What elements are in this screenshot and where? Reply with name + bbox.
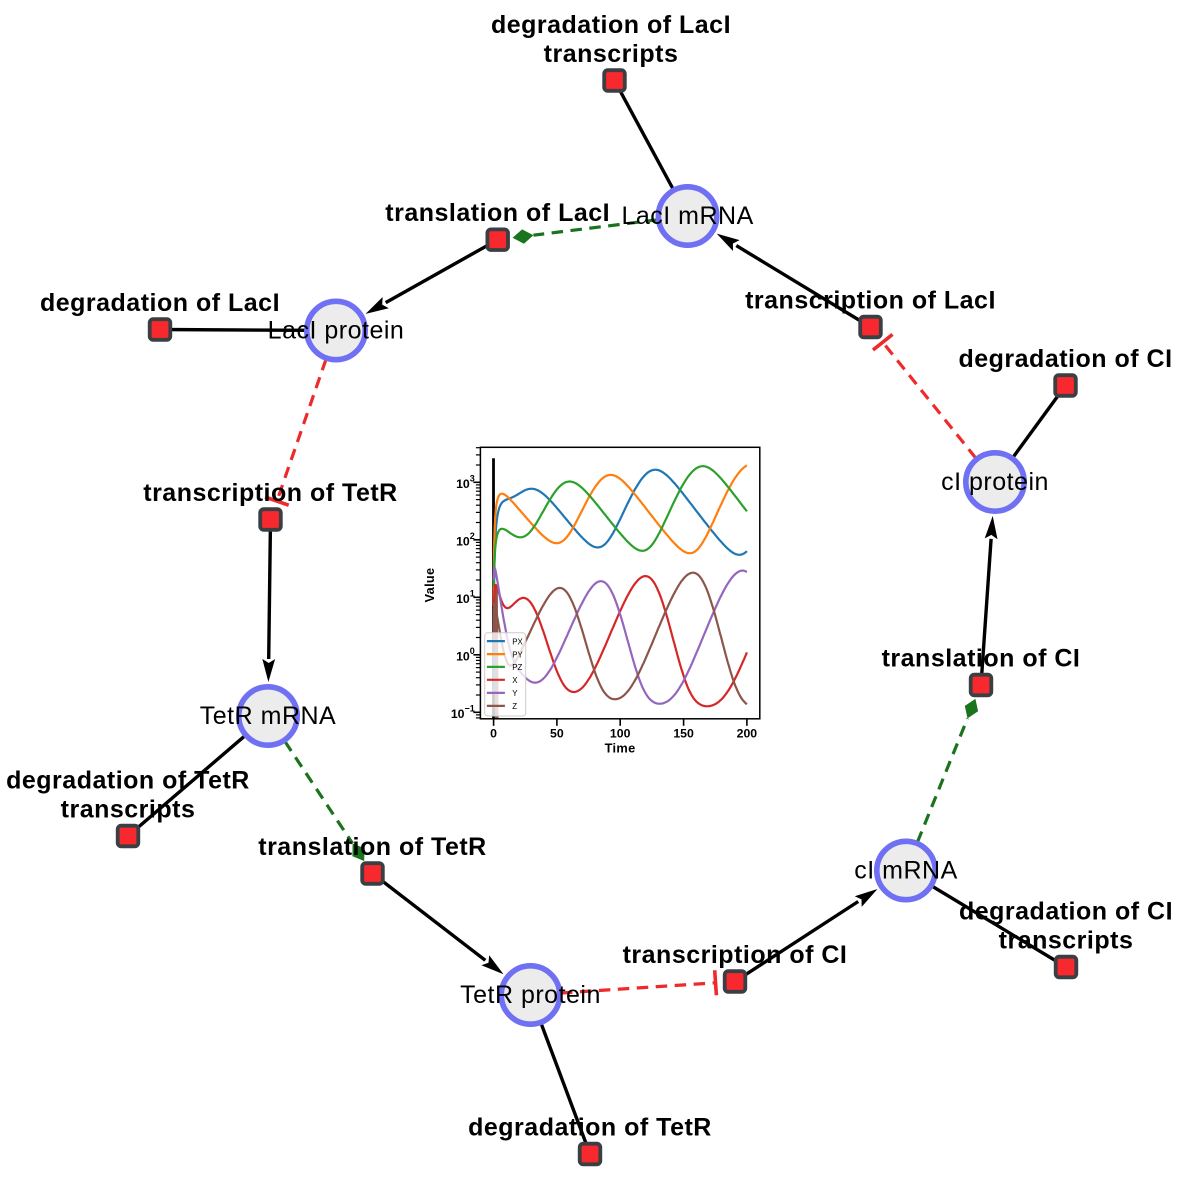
svg-text:transcripts: transcripts	[999, 927, 1134, 955]
svg-text:TetR mRNA: TetR mRNA	[200, 702, 336, 730]
svg-text:degradation of CI: degradation of CI	[958, 345, 1172, 373]
svg-text:cI mRNA: cI mRNA	[854, 856, 958, 884]
svg-text:transcripts: transcripts	[544, 40, 679, 68]
svg-text:X: X	[512, 676, 518, 685]
svg-text:transcription of TetR: transcription of TetR	[143, 479, 397, 507]
svg-text:Time: Time	[605, 741, 636, 756]
svg-text:Y: Y	[512, 689, 518, 698]
svg-text:translation of LacI: translation of LacI	[385, 199, 610, 227]
svg-text:LacI mRNA: LacI mRNA	[621, 202, 753, 230]
svg-text:transcripts: transcripts	[61, 796, 196, 824]
svg-text:degradation of TetR: degradation of TetR	[468, 1114, 712, 1142]
svg-text:TetR protein: TetR protein	[460, 981, 601, 1009]
svg-text:50: 50	[550, 726, 564, 740]
svg-text:translation of TetR: translation of TetR	[258, 833, 486, 861]
svg-text:Value: Value	[422, 568, 437, 603]
svg-text:cI protein: cI protein	[941, 468, 1049, 496]
svg-text:transcription of CI: transcription of CI	[623, 941, 848, 969]
svg-text:degradation of LacI: degradation of LacI	[491, 11, 731, 39]
svg-text:0: 0	[490, 726, 497, 740]
svg-text:degradation of CI: degradation of CI	[959, 898, 1173, 926]
svg-text:PX: PX	[512, 637, 523, 646]
svg-text:transcription of LacI: transcription of LacI	[745, 287, 996, 315]
svg-text:LacI protein: LacI protein	[268, 316, 405, 344]
svg-text:degradation of LacI: degradation of LacI	[40, 289, 280, 317]
svg-text:100: 100	[610, 726, 631, 740]
svg-text:translation of CI: translation of CI	[882, 645, 1081, 673]
svg-text:Z: Z	[512, 702, 517, 711]
svg-text:PZ: PZ	[512, 663, 522, 672]
svg-text:200: 200	[737, 726, 758, 740]
svg-text:150: 150	[673, 726, 694, 740]
svg-text:degradation of TetR: degradation of TetR	[6, 767, 250, 795]
svg-text:PY: PY	[512, 650, 523, 659]
